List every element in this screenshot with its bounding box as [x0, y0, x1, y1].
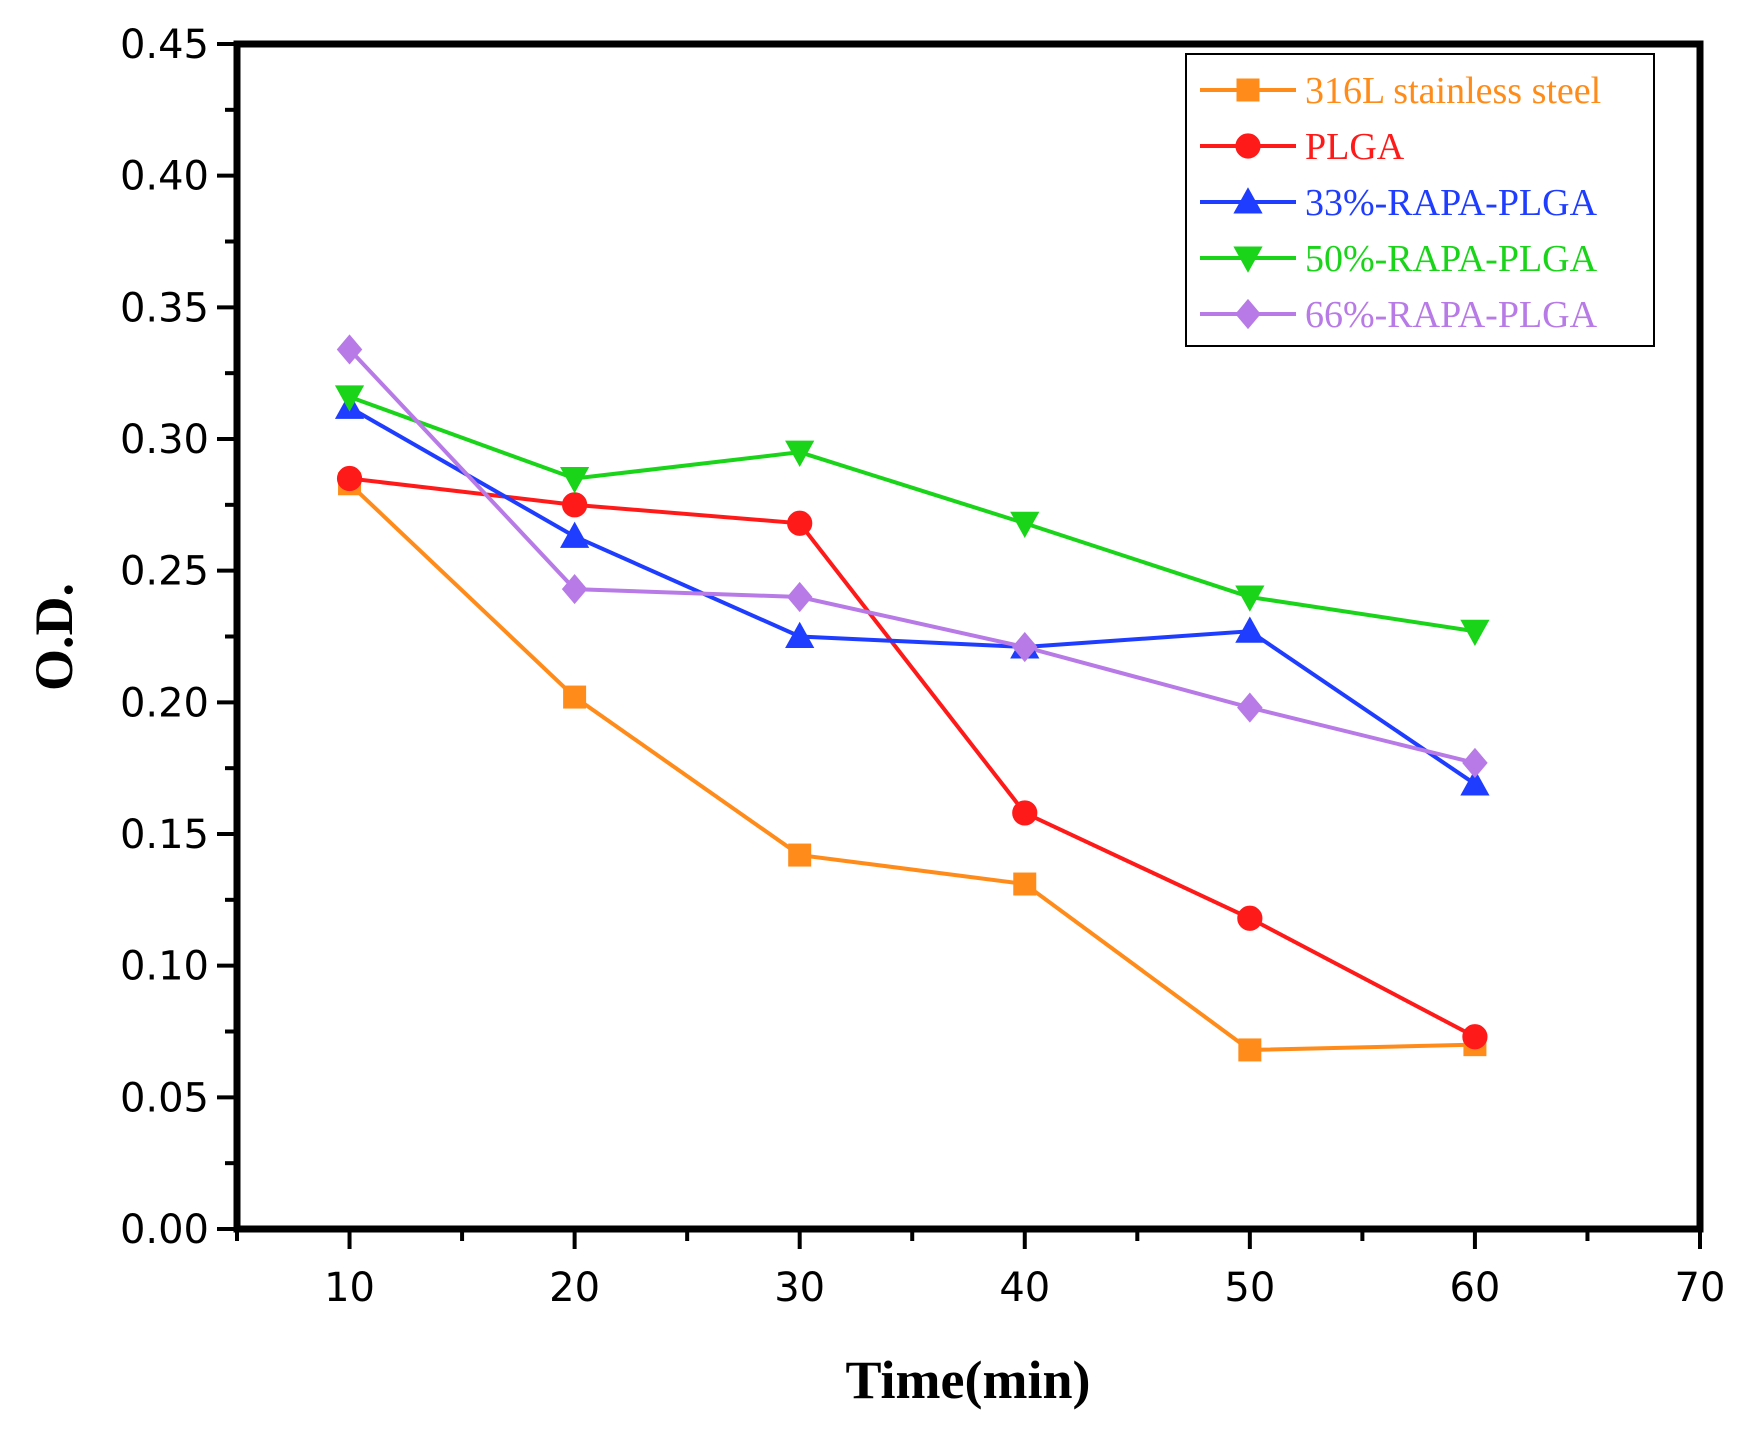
- data-point: [786, 581, 813, 613]
- data-point: [1237, 692, 1263, 723]
- data-point: [1010, 511, 1040, 539]
- x-tick-label: 30: [774, 1265, 825, 1311]
- data-point: [785, 440, 815, 467]
- legend: 316L stainless steel PLGA 33%-RAPA-PLGA 50%…: [1185, 53, 1655, 347]
- y-tick-label: 0.45: [120, 22, 209, 68]
- x-tick-label: 10: [324, 1265, 375, 1311]
- x-axis-title: Time(min): [846, 1350, 1091, 1410]
- data-point: [336, 334, 363, 365]
- legend-label: 50%-RAPA-PLGA: [1305, 238, 1598, 280]
- y-tick-label: 0.15: [120, 812, 209, 858]
- data-point: [1460, 619, 1490, 647]
- y-tick-label: 0.00: [120, 1207, 209, 1253]
- data-point: [561, 574, 588, 605]
- data-point: [1238, 1038, 1262, 1062]
- data-point: [1235, 616, 1265, 643]
- y-tick-label: 0.35: [120, 285, 209, 331]
- data-point: [563, 685, 587, 709]
- legend-label: 33%-RAPA-PLGA: [1305, 182, 1598, 224]
- legend-marker: [1235, 133, 1261, 159]
- data-point: [787, 510, 813, 536]
- legend-label: 66%-RAPA-PLGA: [1305, 294, 1598, 336]
- y-tick-label: 0.05: [120, 1075, 209, 1121]
- y-axis-title: O.D.: [24, 583, 84, 691]
- legend-label: 316L stainless steel: [1305, 70, 1601, 112]
- y-tick-label: 0.10: [120, 944, 209, 990]
- series-line: [348, 394, 1476, 634]
- data-point: [1012, 631, 1038, 663]
- data-point: [1012, 800, 1038, 826]
- legend-label: PLGA: [1305, 126, 1405, 168]
- data-point: [1237, 905, 1263, 931]
- x-axis: 10 20 30 40 50 60 70: [235, 1229, 1726, 1311]
- data-point: [785, 621, 815, 648]
- x-tick-label: 70: [1675, 1265, 1726, 1311]
- series-line: [348, 405, 1477, 786]
- y-tick-label: 0.25: [120, 549, 209, 595]
- data-point: [1462, 1024, 1488, 1050]
- legend-marker: [1235, 298, 1261, 330]
- y-axis: 0.00 0.05 0.10 0.15 0.20 0.25 0.30 0.35 0.40 0.45: [120, 22, 237, 1253]
- data-point: [562, 492, 588, 518]
- x-tick-label: 40: [999, 1265, 1050, 1311]
- series-layer: [334, 334, 1490, 1062]
- y-tick-label: 0.20: [120, 680, 209, 726]
- y-tick-label: 0.30: [120, 417, 209, 463]
- series-line: [349, 476, 1476, 1039]
- data-point: [336, 465, 363, 492]
- data-point: [788, 843, 812, 867]
- y-tick-label: 0.40: [120, 154, 209, 200]
- series-line: [348, 348, 1476, 765]
- legend-marker: [1233, 246, 1263, 273]
- legend-marker: [1233, 187, 1263, 214]
- data-point: [560, 467, 590, 494]
- data-point: [1462, 747, 1488, 778]
- data-point: [334, 385, 365, 412]
- legend-marker: [1236, 78, 1260, 102]
- data-point: [1235, 585, 1265, 612]
- data-point: [1013, 872, 1037, 896]
- series-line: [348, 482, 1475, 1052]
- data-point: [1460, 769, 1490, 796]
- data-point: [560, 521, 590, 548]
- x-tick-label: 20: [549, 1265, 600, 1311]
- x-tick-label: 50: [1224, 1265, 1275, 1311]
- x-tick-label: 60: [1449, 1265, 1500, 1311]
